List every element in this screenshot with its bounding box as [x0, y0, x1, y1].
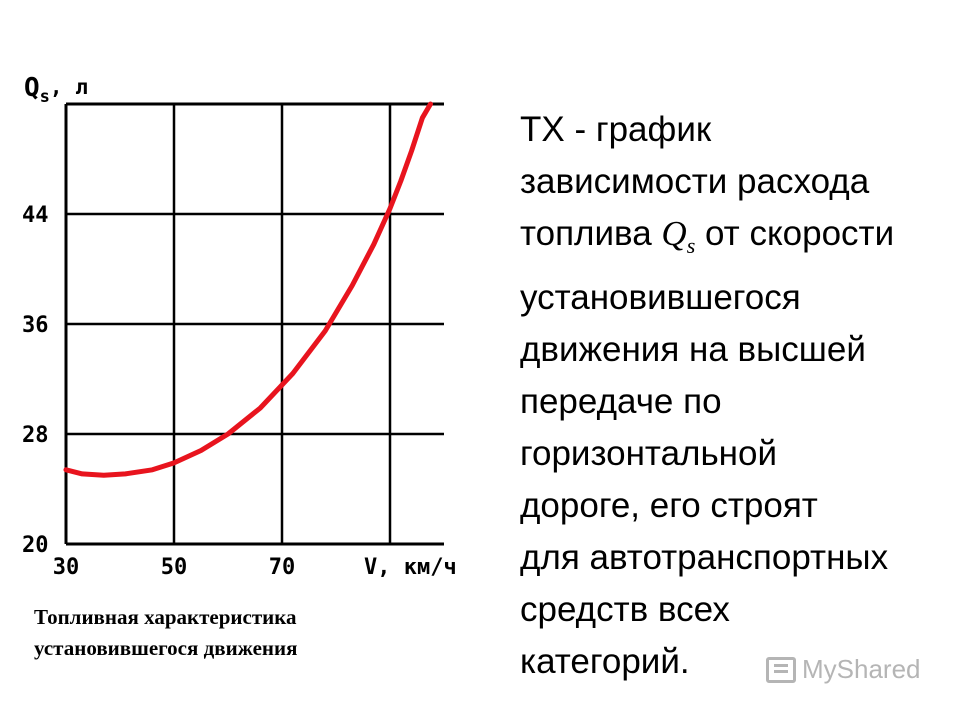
- x-tick-label: 50: [161, 555, 188, 580]
- description-text: ТХ - график зависимости расхода топлива …: [520, 104, 950, 688]
- y-axis-label-sub: s: [40, 87, 50, 107]
- y-axis-label-main: Q: [24, 73, 40, 103]
- description-line: топлива Qs от скорости: [520, 208, 950, 272]
- x-axis-label: V, км/ч: [364, 555, 457, 580]
- qs-letter: Q: [661, 214, 687, 253]
- description-fragment: топлива: [520, 214, 662, 253]
- x-tick-label: 70: [269, 555, 296, 580]
- description-line: установившегося: [520, 278, 801, 317]
- qs-subscript: s: [686, 233, 696, 258]
- chart-ticks: 30 50 70 20 28 36 44: [22, 203, 295, 580]
- qs-symbol: Qs: [661, 214, 695, 258]
- watermark: MyShared: [766, 654, 921, 685]
- description-line: горизонтальной: [520, 434, 778, 473]
- y-tick-label: 28: [22, 423, 49, 448]
- description-line: категорий.: [520, 642, 690, 681]
- x-tick-label: 30: [53, 555, 80, 580]
- y-tick-label: 36: [22, 313, 49, 338]
- chart-grid: [64, 102, 444, 546]
- description-line: дороге, его строят: [520, 486, 818, 525]
- description-line: движения на высшей: [520, 330, 866, 369]
- description-line: передаче по: [520, 382, 722, 421]
- watermark-text: MyShared: [802, 654, 921, 684]
- chart-caption: Топливная характеристика установившегося…: [34, 602, 444, 664]
- chart-series: [63, 101, 433, 478]
- y-axis-label-unit: , л: [50, 75, 88, 99]
- presentation-icon: [766, 656, 796, 683]
- description-line: для автотранспортных: [520, 538, 889, 577]
- description-line: ТХ - график: [520, 110, 712, 149]
- description-line: средств всех: [520, 590, 730, 629]
- y-tick-label: 44: [22, 203, 49, 228]
- y-axis-label: Qs, л: [24, 73, 88, 107]
- description-fragment: от скорости: [695, 214, 895, 253]
- caption-line: Топливная характеристика: [34, 605, 297, 629]
- caption-line: установившегося движения: [34, 636, 298, 660]
- fuel-consumption-curve: [63, 101, 433, 478]
- y-tick-label: 20: [22, 533, 49, 558]
- description-line: зависимости расхода: [520, 162, 870, 201]
